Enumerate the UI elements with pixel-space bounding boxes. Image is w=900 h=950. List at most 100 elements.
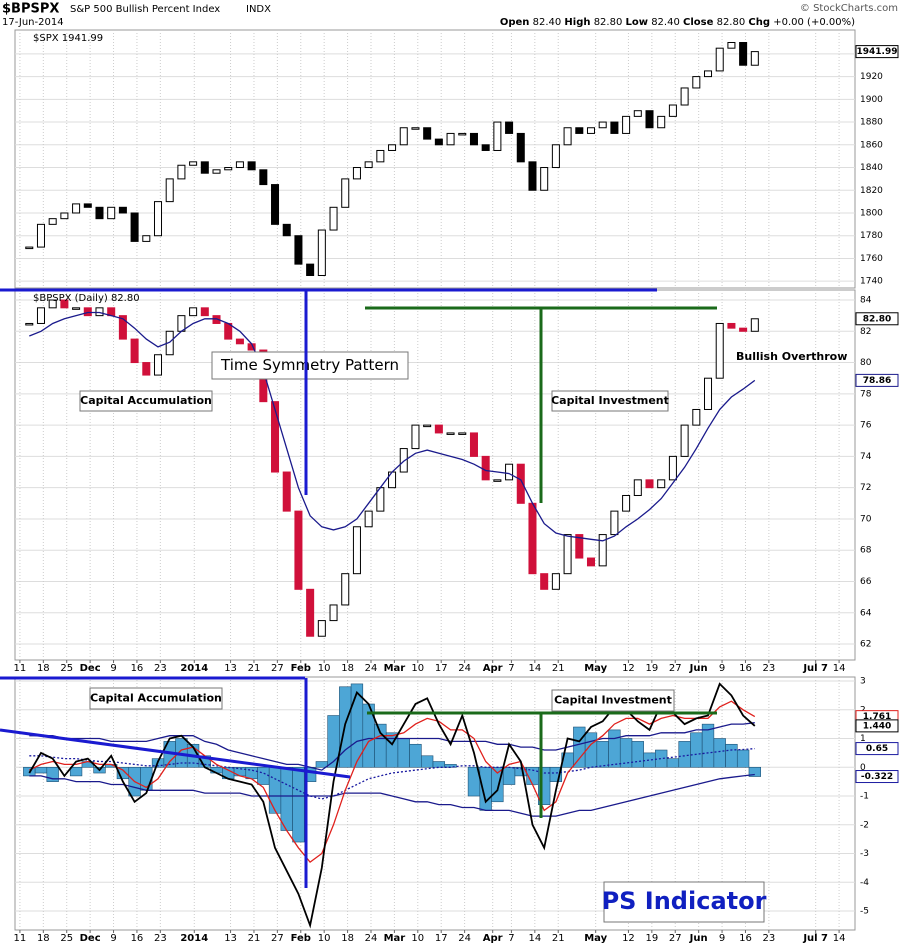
candle [95,206,104,220]
y-tick-label: 66 [860,577,872,587]
x-tick-label: 19 [645,933,658,944]
histogram-bar [631,741,644,768]
histogram-bar [46,766,59,782]
histogram-bar [34,766,48,774]
x-tick-label: 12 [622,933,635,944]
candle [107,206,116,220]
y-tick-label: 1840 [860,163,883,173]
candle [36,307,45,324]
candle [200,161,209,174]
candle [704,70,713,78]
candle [212,169,221,174]
candle [680,87,689,106]
y-tick-label: 1780 [860,231,883,241]
x-tick-label: Jun [689,933,708,944]
y-tick-label: 64 [860,608,872,618]
candle [60,212,69,220]
x-tick-label: 21 [552,663,565,674]
candle [505,121,514,134]
candle [622,494,631,512]
x-tick-label: Dec [80,663,101,674]
candle [575,127,584,134]
x-tick-label: 17 [435,933,448,944]
annotation-box [211,351,409,380]
x-tick-label: 24 [365,933,378,944]
x-tick-label: 12 [622,663,635,674]
candle [282,223,291,237]
y-tick-label: -5 [860,907,869,917]
series-line [29,311,756,542]
candle [364,161,373,169]
histogram-bar [538,766,551,805]
histogram-bar [549,766,563,782]
candle [516,463,525,504]
candle [645,479,654,489]
candle [481,455,490,481]
candle [83,203,92,208]
annotation: Bullish Overthrow [736,350,847,363]
y-tick-label: 1900 [860,95,883,105]
histogram-bar [678,741,691,768]
source: © StockCharts.com [800,3,898,14]
x-tick-label: 27 [669,933,682,944]
candle [72,307,81,310]
x-tick-label: 18 [37,663,50,674]
candle [446,132,455,146]
y-tick-label: 72 [860,483,871,493]
price-tag-label: 1.440 [863,721,891,731]
x-tick-label: 11 [14,663,27,674]
x-tick-label: May [584,663,607,674]
x-tick-label: 9 [110,663,116,674]
series-line [29,773,755,817]
candle [200,307,209,317]
annotation-box [79,390,213,412]
candle [668,455,677,481]
candle [469,132,478,146]
series-line [29,722,755,771]
candle [60,299,69,309]
candle [235,161,244,169]
candle [528,161,537,191]
candle [411,127,420,130]
x-tick-label: 19 [645,663,658,674]
x-tick-label: 11 [14,933,27,944]
candle [352,526,361,575]
histogram-bar [701,723,715,768]
plot-area: 1740176017801800182018401860188019001920… [14,29,899,944]
histogram-bar [643,752,656,768]
x-tick-label: 7 [508,663,514,674]
histogram-bar [608,729,621,768]
candle [704,377,713,410]
candle [633,110,642,117]
x-tick-label: 16 [131,933,144,944]
x-tick-label: 24 [365,663,378,674]
candle [376,149,385,163]
histogram-bar [619,738,633,768]
x-tick-label: 17 [435,663,448,674]
y-tick-label: 84 [860,296,872,306]
candle [189,307,198,317]
candle [165,178,174,203]
x-tick-label: 10 [318,663,331,674]
candle [423,424,432,428]
histogram-bar [748,766,761,777]
price-tag [855,312,899,326]
x-tick-label: 23 [763,933,776,944]
annotation-box [603,881,765,923]
x-tick-label: Mar [384,933,406,944]
quote-label: Open [500,17,530,28]
candle [446,432,455,435]
histogram-bar [713,738,726,768]
x-tick-label: 9 [719,663,725,674]
exchange: INDX [246,4,271,15]
candle [118,315,127,340]
quote-label: Close [683,17,714,28]
price-tag-label: 0.65 [866,744,888,754]
x-tick-label: 25 [60,933,73,944]
panel-frame [14,29,856,289]
x-tick-label: 13 [224,663,237,674]
price-tag-label: 78.86 [863,376,891,386]
candle [399,127,408,146]
candle [540,167,549,191]
